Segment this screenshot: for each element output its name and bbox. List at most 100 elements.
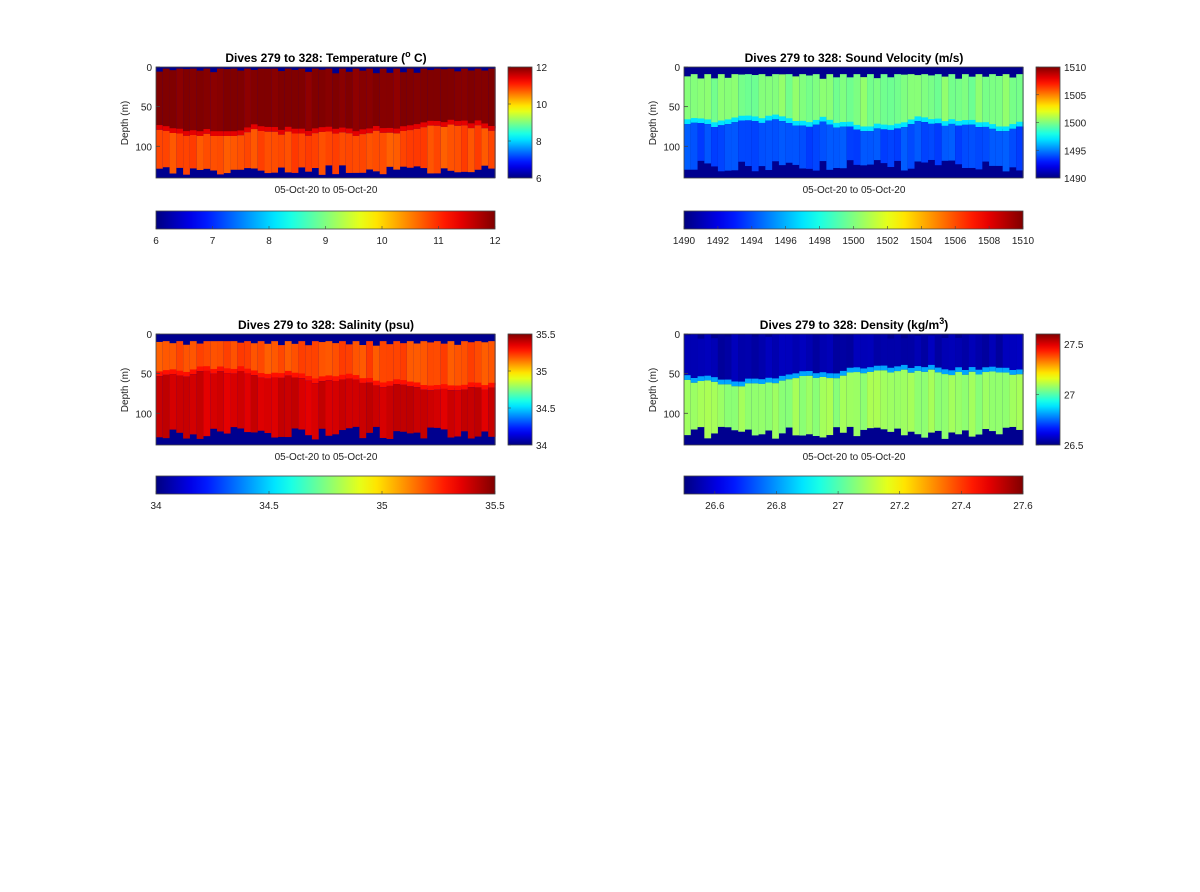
- heatmap-cell: [318, 131, 327, 175]
- heatmap-cell: [332, 133, 340, 175]
- y-axis-label: Depth (m): [648, 368, 659, 412]
- heatmap-cell: [474, 68, 483, 123]
- heatmap-cell: [792, 334, 800, 376]
- heatmap-cell: [684, 119, 692, 125]
- heatmap-cell: [778, 380, 787, 434]
- heatmap-cell: [975, 122, 983, 128]
- heatmap-cell: [690, 118, 699, 123]
- heatmap-cell: [826, 334, 834, 376]
- heatmap-cell: [982, 126, 990, 162]
- heatmap-cell: [921, 117, 929, 123]
- heatmap-cell: [900, 127, 909, 171]
- heatmap-cell: [474, 382, 483, 388]
- heatmap-cell: [819, 121, 827, 162]
- heatmap-cell: [372, 345, 381, 384]
- heatmap-cell: [278, 71, 286, 133]
- heatmap-cell: [278, 373, 286, 378]
- heatmap-cell: [961, 369, 970, 375]
- heatmap-cell: [305, 131, 313, 136]
- heatmap-cell: [765, 76, 773, 119]
- heatmap-cell: [427, 70, 435, 124]
- heatmap-cell: [223, 341, 232, 371]
- heatmap-cell: [257, 130, 266, 171]
- heatmap-cell: [223, 368, 232, 374]
- heatmap-cell: [332, 128, 340, 134]
- heatmap-cell: [223, 131, 232, 136]
- heatmap-cell: [217, 341, 225, 369]
- heatmap-cell: [332, 343, 340, 379]
- heatmap-cell: [738, 381, 746, 387]
- heatmap-cell: [271, 68, 279, 130]
- heatmap-cell: [386, 127, 394, 133]
- heatmap-cell: [427, 342, 435, 388]
- heatmap-cell: [210, 368, 218, 374]
- heatmap-cell: [250, 69, 259, 127]
- heatmap-cell: [1016, 126, 1024, 171]
- heatmap-cell: [989, 74, 997, 127]
- heatmap-cell: [271, 372, 279, 378]
- heatmap-cell: [684, 335, 692, 378]
- heatmap-cell: [400, 384, 408, 432]
- heatmap-cell: [799, 125, 807, 169]
- heatmap-cell: [433, 389, 442, 428]
- heatmap-cell: [203, 68, 211, 132]
- heatmap-cell: [887, 125, 895, 130]
- heatmap-cell: [162, 341, 171, 373]
- plot-frame: [155, 333, 496, 446]
- heatmap-cell: [237, 366, 245, 371]
- heatmap-cell: [907, 124, 916, 169]
- y-tick-label: 50: [669, 103, 681, 114]
- heatmap-cell: [758, 383, 766, 435]
- heatmap-cell: [189, 374, 198, 435]
- heatmap-cell: [853, 124, 861, 130]
- heatmap-cell: [1009, 77, 1017, 127]
- heatmap-cell: [156, 376, 164, 438]
- heatmap-cell: [907, 334, 916, 371]
- heatmap-cell: [961, 124, 970, 168]
- heatmap-cell: [921, 371, 929, 438]
- heatmap-cell: [176, 375, 184, 433]
- heatmap-cell: [819, 376, 827, 438]
- heatmap-cell: [433, 385, 442, 390]
- heatmap-cell: [833, 378, 841, 428]
- heatmap-cell: [264, 131, 272, 174]
- heatmap-cell: [196, 131, 205, 136]
- bottom-colorbar-tick-label: 1506: [944, 236, 967, 247]
- side-colorbar: [1035, 333, 1061, 446]
- heatmap-cell: [717, 384, 726, 427]
- bottom-colorbar: [155, 475, 496, 495]
- heatmap-cell: [765, 336, 773, 381]
- bottom-colorbar-tick-label: 27.2: [890, 501, 910, 512]
- plot-frame: [155, 66, 496, 179]
- heatmap-cell: [413, 128, 422, 167]
- bottom-colorbar-tick-label: 11: [433, 236, 444, 247]
- heatmap-cell: [156, 341, 164, 374]
- heatmap-cell: [461, 120, 469, 126]
- heatmap-cell: [860, 334, 868, 371]
- heatmap-cell: [230, 68, 238, 134]
- bottom-colorbar-tick-label: 27: [833, 501, 845, 512]
- heatmap-cell: [955, 372, 963, 435]
- heatmap-cell: [833, 122, 841, 128]
- heatmap-cell: [257, 341, 266, 376]
- bottom-colorbar-tick-label: 1502: [876, 236, 899, 247]
- heatmap-cell: [325, 126, 333, 132]
- heatmap-cell: [386, 72, 394, 131]
- heatmap-cell: [860, 126, 868, 132]
- heatmap-cell: [359, 382, 367, 439]
- heatmap-cell: [934, 367, 943, 373]
- heatmap-cell: [704, 74, 712, 122]
- heatmap-cell: [318, 342, 327, 379]
- heatmap-cell: [257, 373, 266, 378]
- heatmap-cell: [968, 334, 977, 370]
- heatmap-cell: [325, 68, 333, 130]
- heatmap-cell: [812, 74, 821, 123]
- heatmap-cell: [948, 334, 956, 373]
- y-tick-label: 50: [669, 370, 681, 381]
- heatmap-cell: [772, 378, 780, 384]
- heatmap-cell: [934, 372, 943, 431]
- bottom-colorbar-tick-label: 34.5: [259, 501, 279, 512]
- heatmap-cell: [474, 341, 483, 386]
- heatmap-cell: [758, 122, 766, 167]
- side-colorbar-tick-label: 1495: [1064, 146, 1087, 157]
